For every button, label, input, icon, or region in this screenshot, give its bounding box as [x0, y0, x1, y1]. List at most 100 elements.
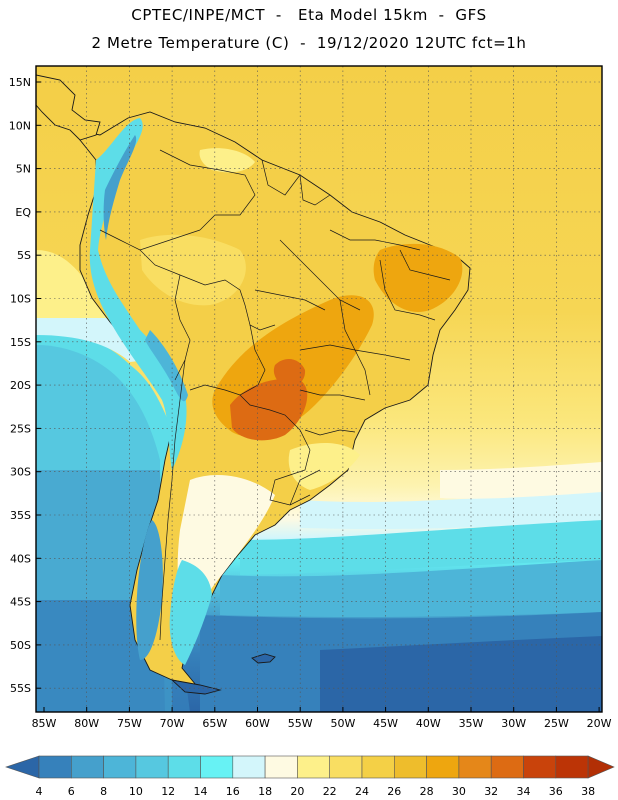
border-suriname — [299, 174, 331, 206]
colorbar-bin — [135, 755, 169, 779]
mild-venezuela-highlands — [199, 148, 255, 173]
andes-high-peaks — [103, 135, 137, 240]
colorbar-tick-label: 14 — [194, 785, 208, 798]
colorbar-tick-label: 24 — [355, 785, 369, 798]
lon-label: 40W — [416, 717, 441, 730]
border-chile-argentina — [159, 359, 186, 641]
lon-label: 70W — [160, 717, 185, 730]
state-line-9 — [304, 429, 356, 436]
color-legend: 4 6 8 10 12 14 16 18 20 22 24 26 28 30 32 34 36 38 — [5, 755, 615, 798]
country-borders — [99, 149, 451, 641]
state-line-5 — [299, 344, 411, 361]
hot-core-northeast — [373, 243, 463, 312]
map-area — [36, 66, 602, 712]
lon-label: 20W — [587, 717, 612, 730]
state-line-6 — [299, 389, 366, 401]
state-line-4 — [254, 289, 326, 311]
lat-label: 50S — [10, 639, 31, 652]
lat-label: 40S — [10, 552, 31, 565]
central-america-land — [36, 74, 101, 141]
colorbar-tick-label: 34 — [517, 785, 531, 798]
lat-label: 10N — [9, 119, 31, 132]
lat-label: 35S — [10, 509, 31, 522]
longitude-labels: 85W 80W 75W 70W 65W 60W 55W 50W 45W 40W 35W 30W 25W 2… — [32, 707, 612, 730]
colorbar-tick-label: 6 — [68, 785, 75, 798]
colorbar-bin — [38, 755, 72, 779]
lat-label: 30S — [10, 466, 31, 479]
border-bolivia-south — [189, 324, 266, 396]
lat-label: 45S — [10, 596, 31, 609]
hottest-mato-grosso — [273, 358, 306, 388]
lon-label: 45W — [373, 717, 398, 730]
cool-south-patagonia — [169, 560, 212, 665]
colorbar-tick-label: 10 — [129, 785, 143, 798]
state-line-7 — [379, 259, 436, 321]
colorbar-bin — [490, 755, 524, 779]
colorbar-tick-label: 16 — [226, 785, 240, 798]
colorbar-bin — [232, 755, 266, 779]
colorbar-tick-label: 26 — [387, 785, 401, 798]
colorbar-tick-label: 20 — [290, 785, 304, 798]
lon-label: 30W — [501, 717, 526, 730]
lon-label: 55W — [288, 717, 313, 730]
colorbar-right-arrow — [587, 755, 615, 779]
colorbar-bin — [426, 755, 460, 779]
colorbar-bin — [458, 755, 492, 779]
lon-label: 60W — [245, 717, 270, 730]
lat-label: 20S — [10, 379, 31, 392]
lat-label: 10S — [10, 293, 31, 306]
state-line-1 — [329, 229, 421, 251]
colorbar-tick-label: 28 — [420, 785, 434, 798]
atlantic-cold-band — [220, 560, 602, 617]
colorbar-bin — [393, 755, 427, 779]
cold-southern-andes — [136, 520, 163, 660]
lat-label: 15S — [10, 336, 31, 349]
atlantic-mild-band — [300, 490, 602, 530]
lon-label: 50W — [330, 717, 355, 730]
colorbar-tick-label: 36 — [549, 785, 563, 798]
andes-cold-strip — [89, 118, 187, 470]
border-paraguay — [239, 394, 311, 451]
colorbar-tick-label: 18 — [258, 785, 272, 798]
lon-label: 25W — [544, 717, 569, 730]
colorbar-tick-label: 38 — [581, 785, 595, 798]
border-colombia-venezuela — [159, 149, 256, 231]
colorbar-left-arrow — [5, 755, 40, 779]
lat-label: 55S — [10, 682, 31, 695]
colorbar-bin — [103, 755, 137, 779]
lat-label: 5N — [16, 163, 31, 176]
border-guyana — [261, 159, 301, 196]
title-line-2: 2 Metre Temperature (C) - 19/12/2020 12U… — [91, 34, 527, 52]
atlantic-neutral-band — [440, 462, 602, 499]
lon-label: 80W — [74, 717, 99, 730]
border-peru-bolivia — [174, 274, 191, 381]
lat-label: 5S — [17, 249, 31, 262]
colorbar-bin — [71, 755, 104, 779]
lon-label: 35W — [459, 717, 484, 730]
state-line-2 — [279, 239, 361, 311]
colorbar-tick-label: 22 — [323, 785, 337, 798]
atlantic-coldest — [320, 636, 602, 712]
lon-label: 75W — [117, 717, 142, 730]
map-frame — [35, 65, 603, 713]
latitude-labels: 15N 10N 5N EQ 5S 10S 15S 20S 25S 30S 35S 40S 45S 50S 5… — [9, 76, 41, 695]
andes-central-peaks — [145, 330, 188, 402]
colorbar-bin — [167, 755, 201, 779]
lat-label: EQ — [15, 206, 31, 219]
colorbar-bin — [329, 755, 363, 779]
border-peru-brazil — [139, 249, 276, 331]
title-line-1: CPTEC/INPE/MCT - Eta Model 15km - GFS — [131, 6, 487, 24]
colorbar-tick-label: 30 — [452, 785, 466, 798]
colorbar-tick-label: 8 — [100, 785, 107, 798]
colorbar-bin — [264, 755, 298, 779]
colorbar-bin — [200, 755, 234, 779]
colorbar-tick-label: 12 — [161, 785, 175, 798]
colorbar-bin — [361, 755, 395, 779]
tierra-del-fuego — [170, 679, 222, 695]
colorbar-bin — [555, 755, 589, 779]
warm-amazon-west — [140, 234, 246, 306]
colorbar-tick-label: 4 — [36, 785, 43, 798]
warm-southeast-brazil — [288, 443, 360, 490]
lat-label: 25S — [10, 422, 31, 435]
